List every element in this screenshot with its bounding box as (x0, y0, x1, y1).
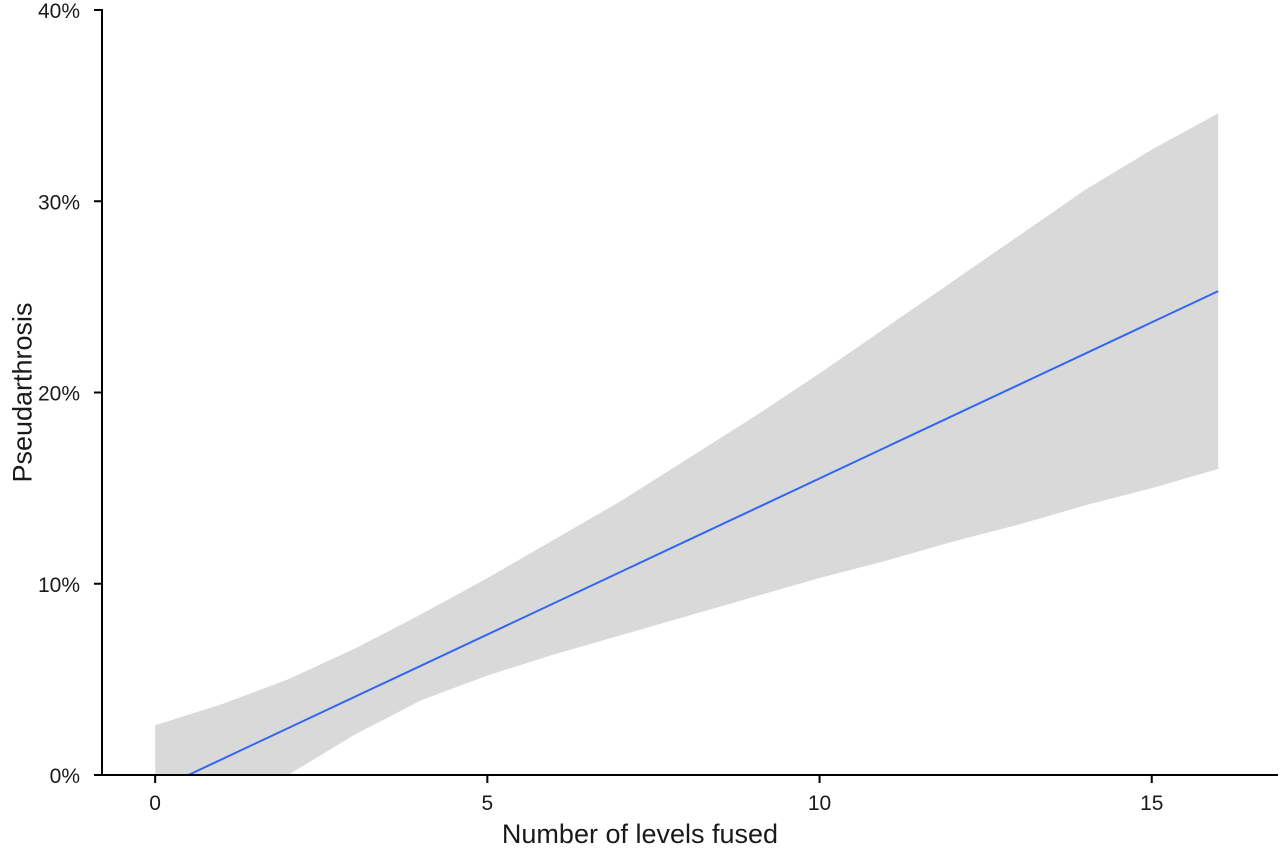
y-tick-label: 10% (38, 574, 80, 597)
y-tick-label: 40% (38, 0, 80, 23)
fit-line-0 (187, 290, 1219, 776)
y-tick-label: 0% (50, 765, 80, 788)
y-tick-label: 20% (38, 383, 80, 406)
y-tick-label: 30% (38, 191, 80, 214)
x-tick-label: 5 (482, 792, 494, 815)
x-tick-label: 15 (1140, 792, 1163, 815)
x-tick-label: 10 (808, 792, 831, 815)
confidence-band (155, 113, 1219, 776)
x-axis-title: Number of levels fused (502, 819, 778, 848)
confidence-band-layer (155, 113, 1219, 776)
y-axis-title: Pseudarthrosis (7, 302, 37, 482)
fit-line-layer (187, 290, 1219, 776)
tick-labels: 0 5 10 15 0% 10% 20% 30% 40% (38, 0, 1163, 815)
axes (94, 9, 1278, 783)
x-tick-label: 0 (149, 792, 161, 815)
